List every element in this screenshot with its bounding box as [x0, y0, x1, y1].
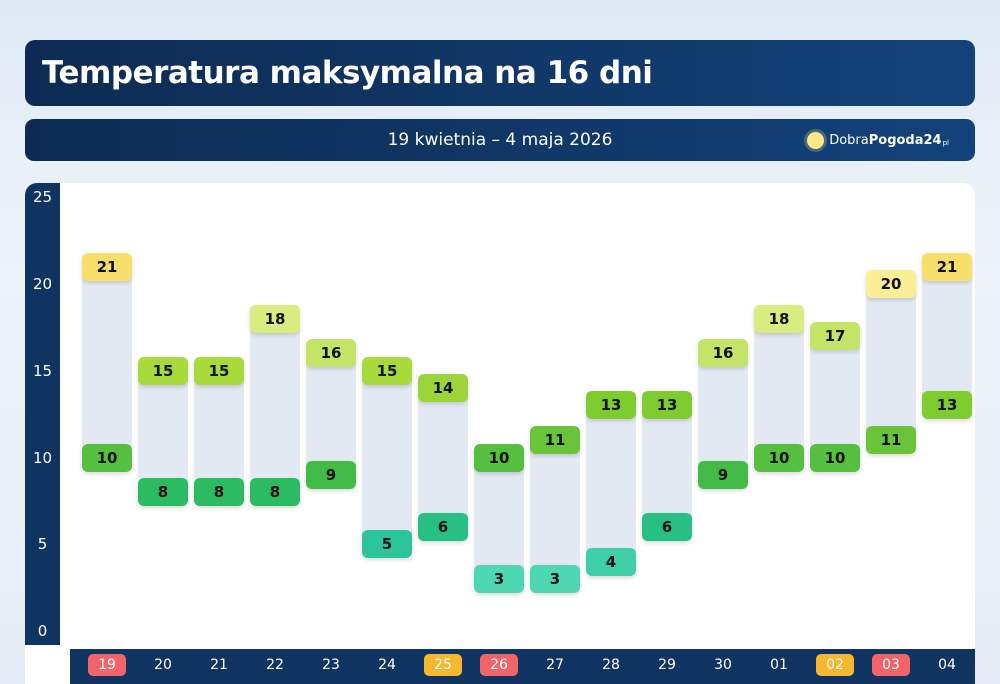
sun-icon — [807, 131, 825, 149]
max-label: 21 — [82, 252, 132, 281]
min-label: 3 — [530, 564, 580, 593]
range-bar — [810, 336, 860, 458]
min-label: 8 — [138, 478, 188, 507]
range-bar — [866, 284, 916, 441]
min-label: 5 — [362, 530, 412, 559]
range-bar — [138, 370, 188, 493]
min-label: 6 — [418, 512, 468, 541]
max-label: 10 — [474, 443, 524, 472]
logo-part2: Pogoda24 — [868, 132, 942, 148]
max-label: 14 — [418, 374, 468, 403]
x-tick-label: 21 — [210, 657, 228, 673]
min-label: 11 — [866, 426, 916, 455]
x-tick-label: 22 — [266, 657, 284, 673]
max-label: 13 — [586, 391, 636, 420]
x-tick-label: 30 — [714, 657, 732, 673]
max-label: 18 — [754, 304, 804, 333]
range-bar — [82, 266, 132, 458]
max-label: 21 — [922, 252, 972, 281]
y-tick-label: 10 — [32, 448, 53, 467]
range-bar — [362, 370, 412, 545]
y-axis: 0 5 10 15 20 25 — [25, 183, 60, 645]
x-axis: 19 20 21 22 23 24 25 26 27 28 29 30 01 02 03 04 — [70, 649, 975, 684]
range-bar — [698, 353, 748, 475]
title-bar: Temperatura maksymalna na 16 dni — [25, 40, 975, 106]
x-tick-label: 23 — [322, 657, 340, 673]
x-tick-label: 03 — [872, 654, 910, 676]
y-tick-label: 15 — [32, 361, 53, 380]
min-label: 13 — [922, 391, 972, 420]
range-bar — [642, 405, 692, 527]
min-label: 9 — [306, 460, 356, 489]
max-label: 15 — [138, 356, 188, 385]
x-tick-label: 19 — [88, 654, 126, 676]
y-tick-label: 20 — [32, 275, 53, 293]
x-tick-label: 04 — [938, 657, 956, 673]
range-bar — [306, 353, 356, 475]
range-bar — [194, 370, 244, 493]
min-label: 3 — [474, 564, 524, 593]
max-label: 11 — [530, 426, 580, 455]
range-bar — [922, 266, 972, 406]
date-range: 19 kwietnia – 4 maja 2026 — [387, 130, 613, 150]
range-bar — [586, 405, 636, 562]
x-tick-label: 25 — [424, 654, 462, 676]
range-bar — [474, 457, 524, 579]
x-tick-label: 02 — [816, 654, 854, 676]
x-tick-label: 29 — [658, 657, 676, 673]
chart-panel: 0 5 10 15 20 25 19 20 21 22 23 24 25 26 27 28 29 30 01 02 0… — [25, 183, 975, 684]
min-label: 10 — [810, 443, 860, 472]
max-label: 15 — [194, 356, 244, 385]
min-label: 6 — [642, 512, 692, 541]
range-bar — [250, 318, 300, 493]
min-label: 4 — [586, 547, 636, 576]
x-tick-label: 24 — [378, 657, 396, 673]
range-bar — [530, 440, 580, 579]
max-label: 16 — [306, 339, 356, 368]
logo-part1: Dobra — [829, 132, 869, 148]
range-bar — [418, 388, 468, 527]
min-label: 8 — [250, 478, 300, 507]
x-tick-label: 28 — [602, 657, 620, 673]
x-tick-label: 01 — [770, 657, 788, 673]
x-tick-label: 26 — [480, 654, 518, 676]
x-tick-label: 20 — [154, 657, 172, 673]
max-label: 18 — [250, 304, 300, 333]
max-label: 13 — [642, 391, 692, 420]
range-bar — [754, 318, 804, 458]
date-range-bar: 19 kwietnia – 4 maja 2026 Dobra Pogoda24 p… — [25, 119, 975, 161]
logo-suffix: pl — [942, 138, 949, 147]
y-tick-label: 5 — [37, 535, 48, 554]
max-label: 20 — [866, 270, 916, 298]
y-tick-label: 25 — [32, 188, 53, 207]
max-label: 15 — [362, 356, 412, 385]
min-label: 8 — [194, 478, 244, 507]
min-label: 10 — [82, 443, 132, 472]
x-tick-label: 27 — [546, 657, 564, 673]
y-tick-label: 0 — [37, 622, 48, 640]
max-label: 17 — [810, 322, 860, 351]
logo: Dobra Pogoda24 pl — [807, 119, 949, 161]
max-label: 16 — [698, 339, 748, 368]
min-label: 10 — [754, 443, 804, 472]
page-title: Temperatura maksymalna na 16 dni — [42, 55, 653, 91]
min-label: 9 — [698, 460, 748, 489]
